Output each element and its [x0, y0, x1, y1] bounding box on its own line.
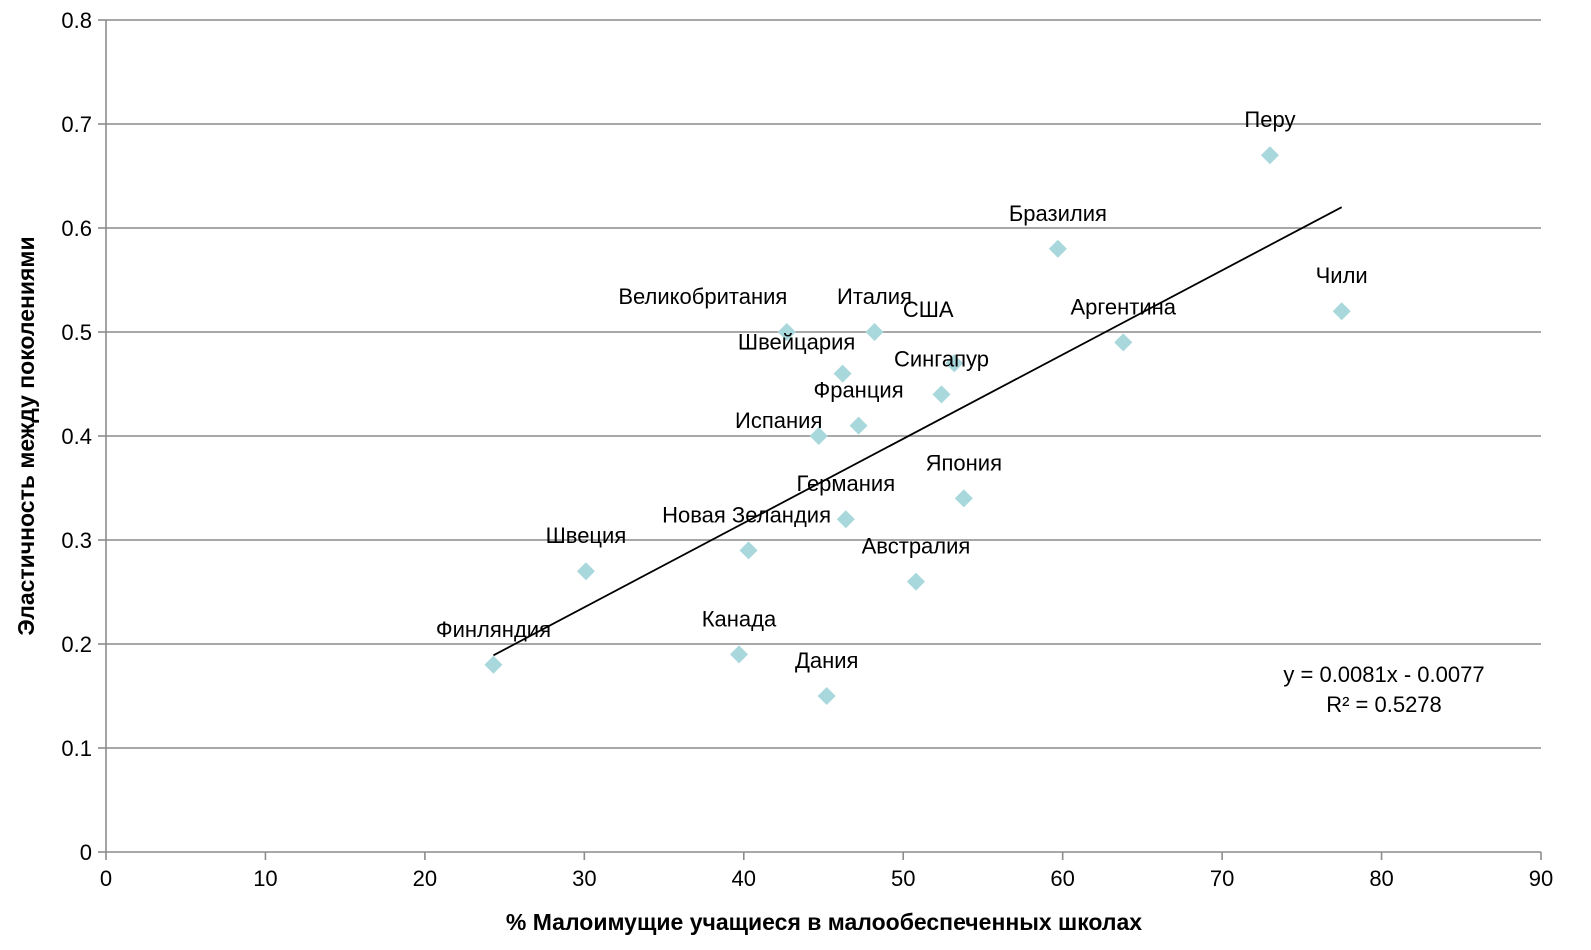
x-tick-label: 70	[1210, 866, 1234, 891]
x-tick-label: 60	[1050, 866, 1074, 891]
scatter-point	[739, 541, 758, 560]
scatter-point	[729, 645, 748, 664]
point-label: Италия	[837, 284, 912, 309]
scatter-point	[836, 510, 855, 529]
point-label: Перу	[1244, 107, 1295, 132]
point-label: Испания	[735, 408, 822, 433]
grid-lines	[106, 19, 1541, 749]
trendline	[493, 206, 1343, 657]
scatter-point	[1332, 302, 1351, 321]
point-label: Бразилия	[1009, 201, 1107, 226]
scatter-point	[1260, 146, 1279, 165]
y-axis-title: Эластичность между поколениями	[13, 236, 39, 635]
tick-labels: 0 0.1 0.2 0.3 0.4 0.5 0.6 0.7 0.8 0 10 20 30 40 50 60 70…	[61, 8, 1553, 891]
trendline-group	[493, 206, 1343, 657]
point-label: Швейцария	[738, 330, 855, 355]
scatter-point	[945, 354, 964, 373]
point-label: Сингапур	[894, 346, 989, 371]
point-labels: Перу Бразилия Чили Аргентина Великобритания И…	[436, 107, 1368, 673]
point-label: Чили	[1316, 263, 1368, 288]
scatter-point	[865, 323, 884, 341]
axes	[98, 19, 1542, 860]
scatter-point	[809, 427, 828, 445]
y-tick-label: 0.3	[61, 528, 92, 553]
scatter-point	[906, 572, 925, 591]
scatter-point	[576, 562, 595, 581]
x-tick-label: 0	[100, 866, 112, 891]
x-tick-label: 50	[891, 866, 915, 891]
x-tick-label: 30	[572, 866, 596, 891]
scatter-point	[849, 416, 868, 435]
point-label: Новая Зеландия	[662, 502, 831, 527]
scatter-point	[817, 687, 836, 705]
y-tick-label: 0	[80, 840, 92, 865]
point-label: Аргентина	[1070, 294, 1176, 319]
x-axis-title: % Малоимущие учащиеся в малообеспеченных…	[506, 909, 1142, 935]
y-tick-label: 0.6	[61, 216, 92, 241]
point-label: Финляндия	[436, 617, 551, 642]
trendline-r-squared: R² = 0.5278	[1326, 692, 1442, 717]
point-label: Дания	[795, 648, 859, 673]
y-tick-label: 0.8	[61, 8, 92, 33]
scatter-point	[833, 364, 852, 383]
y-tick-label: 0.5	[61, 320, 92, 345]
point-label: Австралия	[862, 534, 971, 559]
data-points	[484, 146, 1351, 705]
scatter-point	[1114, 333, 1133, 352]
x-tick-label: 10	[253, 866, 277, 891]
point-label: Германия	[797, 471, 896, 496]
x-tick-label: 40	[732, 866, 756, 891]
point-label: Канада	[702, 606, 777, 631]
y-tick-label: 0.1	[61, 736, 92, 761]
y-tick-label: 0.2	[61, 632, 92, 657]
point-label: Япония	[926, 450, 1002, 475]
y-tick-label: 0.4	[61, 424, 92, 449]
point-label: Франция	[813, 378, 903, 403]
point-label: Швеция	[546, 523, 627, 548]
y-tick-label: 0.7	[61, 112, 92, 137]
scatter-point	[777, 323, 796, 341]
point-label: Великобритания	[618, 284, 787, 309]
trendline-equation: y = 0.0081x - 0.0077	[1283, 662, 1484, 687]
x-tick-label: 80	[1369, 866, 1393, 891]
scatter-point	[484, 655, 503, 674]
point-label: США	[903, 297, 954, 322]
x-tick-label: 90	[1529, 866, 1553, 891]
x-tick-label: 20	[413, 866, 437, 891]
scatter-point	[1048, 239, 1067, 258]
scatter-point	[954, 489, 973, 508]
scatter-point	[932, 385, 951, 404]
